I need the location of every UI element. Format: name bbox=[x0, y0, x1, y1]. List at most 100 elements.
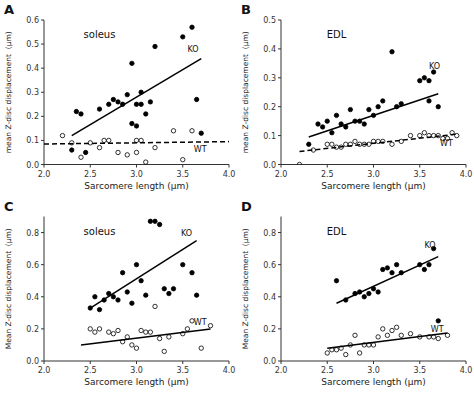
y-tick-label: 0.4 bbox=[263, 293, 276, 302]
series-label: KO bbox=[181, 229, 192, 238]
y-axis-label: mean Z-disc displacement (μm) bbox=[241, 31, 250, 153]
point-open bbox=[153, 145, 157, 149]
point-filled bbox=[390, 270, 394, 274]
x-tick bbox=[419, 165, 420, 168]
point-filled bbox=[97, 307, 101, 311]
point-filled bbox=[334, 279, 338, 283]
point-filled bbox=[153, 44, 157, 48]
y-tick bbox=[278, 48, 281, 49]
y-tick-label: 0.8 bbox=[26, 229, 39, 238]
x-tick bbox=[466, 165, 467, 168]
point-filled bbox=[385, 266, 389, 270]
point-filled bbox=[390, 50, 394, 54]
series-label: WT bbox=[431, 325, 444, 334]
y-tick-label: 0.3 bbox=[26, 88, 39, 97]
point-filled bbox=[436, 105, 440, 109]
panel-title: EDL bbox=[327, 226, 347, 237]
y-tick-label: 0.6 bbox=[26, 16, 39, 25]
panel-label: D bbox=[241, 199, 252, 214]
y-tick-label: 0.6 bbox=[26, 261, 39, 270]
point-open bbox=[353, 139, 357, 143]
point-filled bbox=[362, 295, 366, 299]
panel: 2.02.53.03.54.00.00.20.40.60.8Sarcomere … bbox=[241, 199, 472, 388]
regression-line bbox=[81, 329, 211, 345]
point-open bbox=[144, 160, 148, 164]
x-tick-label: 2.5 bbox=[84, 366, 97, 375]
point-open bbox=[381, 327, 385, 331]
x-tick bbox=[182, 361, 183, 364]
x-tick-label: 2.0 bbox=[38, 366, 51, 375]
y-tick-label: 0.0 bbox=[26, 357, 39, 366]
point-filled bbox=[194, 293, 198, 297]
x-tick-label: 3.0 bbox=[130, 170, 143, 179]
point-open bbox=[111, 332, 115, 336]
point-open bbox=[418, 133, 422, 137]
point-filled bbox=[70, 148, 74, 152]
point-open bbox=[436, 336, 440, 340]
x-tick-label: 4.0 bbox=[223, 366, 236, 375]
point-open bbox=[134, 138, 138, 142]
point-filled bbox=[194, 97, 198, 101]
point-open bbox=[167, 335, 171, 339]
y-tick bbox=[278, 264, 281, 265]
panel-label: B bbox=[241, 2, 251, 17]
point-open bbox=[139, 138, 143, 142]
point-filled bbox=[330, 131, 334, 135]
point-open bbox=[171, 129, 175, 133]
y-tick bbox=[41, 116, 44, 117]
point-filled bbox=[181, 35, 185, 39]
y-axis-label: Mean Z-disc displacement (μm) bbox=[4, 228, 13, 349]
point-filled bbox=[120, 270, 124, 274]
point-open bbox=[371, 343, 375, 347]
point-filled bbox=[394, 262, 398, 266]
y-axis-label: mean Z-disc displacement (μm) bbox=[4, 31, 13, 153]
point-open bbox=[385, 333, 389, 337]
y-axis-line bbox=[44, 217, 45, 362]
y-tick bbox=[41, 68, 44, 69]
point-open bbox=[199, 346, 203, 350]
x-tick bbox=[327, 361, 328, 364]
point-open bbox=[162, 349, 166, 353]
x-tick bbox=[90, 361, 91, 364]
figure: 2.02.53.03.54.00.00.10.20.30.40.50.6Sarc… bbox=[0, 0, 474, 393]
y-tick bbox=[41, 20, 44, 21]
x-tick bbox=[136, 361, 137, 364]
point-filled bbox=[307, 142, 311, 146]
point-open bbox=[139, 328, 143, 332]
y-axis-label: Mean Z-disc displacement (μm) bbox=[241, 228, 250, 349]
point-open bbox=[422, 131, 426, 135]
x-tick-label: 2.5 bbox=[321, 170, 334, 179]
point-open bbox=[102, 138, 106, 142]
point-open bbox=[134, 150, 138, 154]
series-label: WT bbox=[194, 145, 207, 154]
point-open bbox=[97, 327, 101, 331]
x-tick bbox=[419, 361, 420, 364]
x-tick-label: 3.0 bbox=[367, 170, 380, 179]
point-filled bbox=[367, 291, 371, 295]
y-tick-label: 0.4 bbox=[263, 45, 276, 54]
point-open bbox=[408, 332, 412, 336]
x-tick bbox=[466, 361, 467, 364]
y-tick bbox=[41, 296, 44, 297]
point-filled bbox=[153, 219, 157, 223]
point-filled bbox=[334, 113, 338, 117]
point-filled bbox=[116, 298, 120, 302]
point-filled bbox=[427, 99, 431, 103]
panel: 2.02.53.03.54.00.00.10.20.30.40.50.6Sarc… bbox=[4, 2, 235, 191]
x-tick-label: 3.0 bbox=[367, 366, 380, 375]
point-filled bbox=[93, 295, 97, 299]
panel: 2.02.53.03.54.00.00.20.40.60.8Sarcomere … bbox=[4, 199, 235, 388]
regression-line bbox=[337, 257, 439, 304]
series-label: KO bbox=[429, 62, 440, 71]
panel-label: C bbox=[4, 199, 14, 214]
x-axis-label: Sarcomere length (μm) bbox=[321, 377, 425, 387]
point-filled bbox=[320, 125, 324, 129]
point-open bbox=[79, 155, 83, 159]
y-tick bbox=[41, 140, 44, 141]
point-open bbox=[107, 330, 111, 334]
point-filled bbox=[376, 290, 380, 294]
series-label: WT bbox=[440, 139, 453, 148]
y-tick bbox=[278, 361, 281, 362]
plot-area bbox=[297, 50, 459, 165]
point-open bbox=[60, 133, 64, 137]
